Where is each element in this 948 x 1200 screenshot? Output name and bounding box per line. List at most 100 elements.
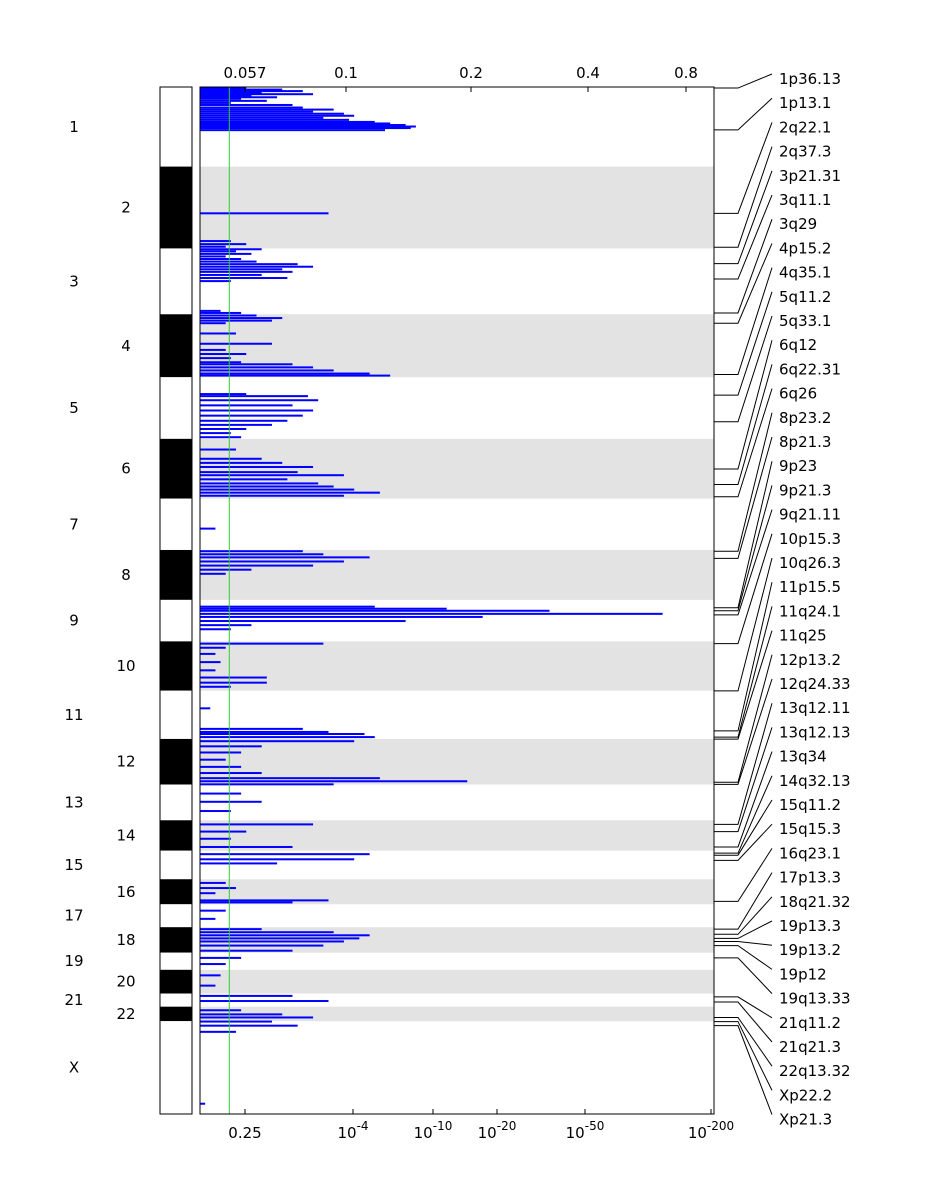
tick-exponent: -4: [357, 1119, 369, 1133]
bottom-tick-label: 10-10: [414, 1119, 453, 1142]
significance-bar: [200, 399, 319, 402]
callout-leader-line: [714, 920, 773, 939]
significance-bar: [200, 937, 360, 940]
significance-bars: [200, 87, 663, 1105]
band-callout-label: 21q21.3: [779, 1038, 841, 1056]
ideogram-block-chr-21: [160, 993, 192, 1007]
significance-bar: [200, 465, 314, 468]
bottom-tick-label: 10-20: [478, 1119, 517, 1142]
significance-bar: [200, 248, 262, 251]
significance-bar: [200, 273, 262, 276]
band-callout-label: 10p15.3: [779, 530, 841, 548]
significance-bar: [200, 116, 324, 119]
tick-base: 10: [478, 1124, 497, 1142]
significance-bar: [200, 212, 329, 215]
callout-leader-line: [714, 291, 773, 396]
chromosome-label: 14: [116, 826, 135, 844]
top-tick-label: 0.8: [674, 64, 698, 82]
band-callout-label: 17p13.3: [779, 869, 841, 887]
shade-band-chr-20: [200, 969, 714, 994]
significance-bar: [200, 845, 293, 848]
significance-bar: [200, 792, 242, 795]
significance-bar: [200, 427, 247, 430]
significance-bar: [200, 363, 293, 366]
significance-bar: [200, 419, 288, 422]
significance-bar: [200, 661, 221, 664]
chromosome-label: X: [69, 1059, 79, 1077]
tick-exponent: -200: [707, 1119, 734, 1133]
callout-leader-line: [714, 1001, 773, 1043]
significance-bar: [200, 628, 231, 631]
band-callout-label: 19p13.3: [779, 917, 841, 935]
ideogram-block-chr-18: [160, 927, 192, 953]
chromosome-label: 17: [64, 907, 83, 925]
significance-bar: [200, 940, 344, 943]
significance-bar: [200, 568, 252, 571]
significance-bar: [200, 125, 416, 128]
significance-bar: [200, 934, 370, 937]
significance-bar: [200, 309, 221, 312]
significance-bar: [200, 280, 231, 283]
significance-bar: [200, 956, 242, 959]
callout-leader-line: [714, 267, 773, 376]
band-callout-label: 11p15.5: [779, 578, 841, 596]
top-tick-label: 0.057: [224, 64, 267, 82]
significance-bar: [200, 97, 242, 100]
callout-leader-line: [714, 170, 773, 265]
band-callout-label: 3p21.31: [779, 167, 841, 185]
shade-band-chr-22: [200, 1006, 714, 1022]
band-callout-labels: 1p36.13 1p13.1 2q22.1 2q37.3 3p21.31 3q11.1 3q…: [714, 70, 851, 1129]
callout-leader-line: [714, 1016, 773, 1067]
significance-bar: [200, 122, 391, 125]
significance-bar: [200, 1020, 272, 1023]
significance-bar: [200, 777, 380, 780]
chromosome-ideogram: [159, 86, 193, 1115]
significance-bar: [200, 88, 283, 91]
significance-bar: [200, 676, 267, 679]
significance-bar: [200, 90, 303, 93]
significance-bar: [200, 311, 242, 314]
significance-bar: [200, 361, 242, 364]
significance-bar: [200, 837, 231, 840]
significance-bar: [200, 91, 262, 94]
ideogram-block-chr-19: [160, 952, 192, 970]
band-callout-label: 1p36.13: [779, 70, 841, 88]
chromosome-label: 1: [69, 118, 79, 136]
band-callout-label: 13q12.13: [779, 723, 851, 741]
significance-bar: [200, 260, 257, 263]
callout-leader-line: [714, 509, 773, 616]
significance-bar: [200, 994, 293, 997]
significance-bar: [200, 736, 375, 739]
significance-bar: [200, 478, 288, 481]
band-callout-label: 2q22.1: [779, 118, 831, 136]
significance-bar: [200, 765, 242, 768]
band-callout-label: 14q32.13: [779, 772, 851, 790]
significance-bar: [200, 758, 226, 761]
callout-leader-line: [714, 388, 773, 498]
significance-bar: [200, 669, 216, 672]
tick-base: 10: [566, 1124, 585, 1142]
band-callout-label: 11q25: [779, 627, 827, 645]
callout-leader-line: [714, 146, 773, 248]
significance-bar: [200, 810, 231, 813]
ideogram-block-chr-4: [160, 314, 192, 378]
callout-leader-line: [714, 412, 773, 552]
significance-bar: [200, 101, 231, 104]
significance-bar: [200, 553, 324, 556]
significance-bar: [200, 485, 334, 488]
significance-bar: [200, 342, 272, 345]
significance-bar: [200, 374, 391, 377]
significance-bar: [200, 556, 370, 559]
callout-leader-line: [714, 485, 773, 612]
significance-bar: [200, 1013, 283, 1016]
significance-bar: [200, 609, 550, 612]
significance-bar: [200, 620, 406, 623]
chromosome-label: 13: [64, 793, 83, 811]
significance-bar: [200, 270, 293, 273]
significance-bar: [200, 1030, 236, 1033]
chromosome-label: 10: [116, 657, 135, 675]
significance-bar: [200, 887, 236, 890]
callout-leader-line: [714, 823, 773, 861]
bottom-tick-label: 10-50: [566, 1119, 605, 1142]
